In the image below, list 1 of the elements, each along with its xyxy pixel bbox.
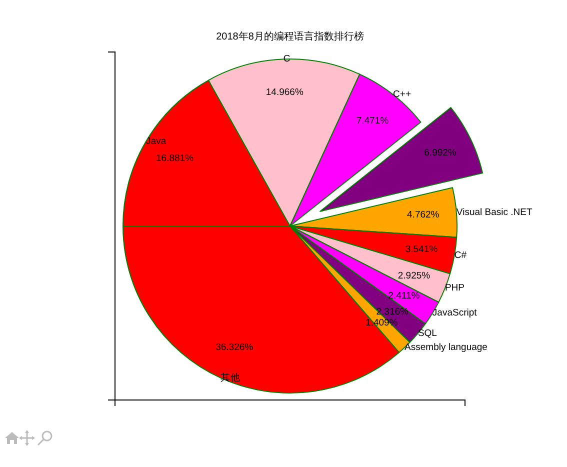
title: 2018年8月的编程语言指数排行榜 xyxy=(216,32,364,42)
